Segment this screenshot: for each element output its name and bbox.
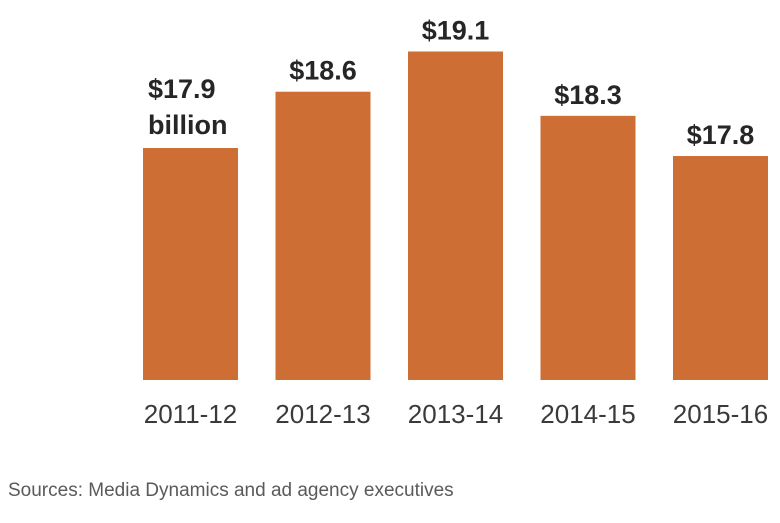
value-label-2012-13: $18.6 [289, 56, 357, 86]
value-label-2011-12: $17.9 [148, 74, 216, 104]
value-labels-group: $17.9 billion $18.6 $19.1 $18.3 $17.8 [148, 16, 754, 151]
value-label-2013-14: $19.1 [422, 16, 490, 46]
bar-2011-12 [143, 148, 238, 380]
bars-group [143, 51, 768, 381]
x-tick-label-2015-16: 2015-16 [673, 399, 768, 429]
bar-2012-13 [275, 91, 371, 380]
bar-2015-16 [673, 156, 768, 380]
value-label-2015-16: $17.8 [687, 120, 755, 150]
source-note: Sources: Media Dynamics and ad agency ex… [8, 480, 454, 501]
x-tick-label-2014-15: 2014-15 [540, 399, 635, 429]
x-tick-label-2011-12: 2011-12 [144, 399, 238, 429]
x-tick-label-2013-14: 2013-14 [408, 399, 503, 429]
x-tick-label-2012-13: 2012-13 [275, 399, 370, 429]
x-tick-labels-group: 2011-12 2012-13 2013-14 2014-15 2015-16 [144, 399, 768, 429]
bar-2014-15 [540, 115, 636, 380]
bar-2013-14 [408, 51, 503, 381]
bar-chart: $17.9 billion $18.6 $19.1 $18.3 $17.8 2011-12… [143, 16, 768, 429]
value-label-unit: billion [148, 110, 227, 140]
value-label-2014-15: $18.3 [554, 80, 622, 110]
